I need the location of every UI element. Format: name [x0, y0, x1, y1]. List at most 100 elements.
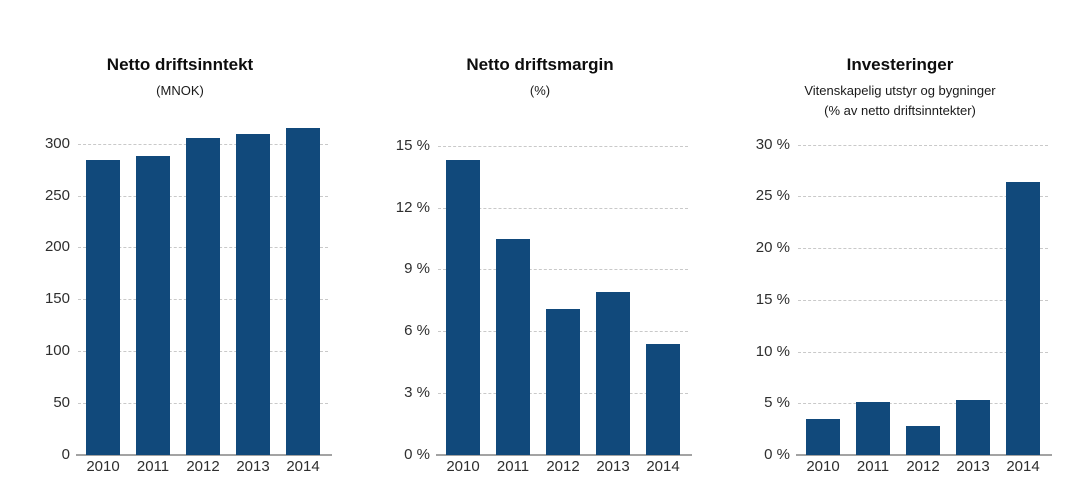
bar-2012 — [906, 426, 940, 455]
x-tick-label: 2013 — [236, 458, 270, 475]
y-tick-label: 300 — [44, 134, 70, 152]
x-tick-label-text: 2011 — [856, 458, 890, 475]
chart-y-axis-labels: 0 50 100 150 200 250 300 — [0, 124, 70, 463]
x-tick-label-text: 2012 — [906, 458, 940, 475]
bar-2011 — [136, 156, 170, 455]
chart-subtitle-line: (%) — [529, 83, 551, 98]
y-tick-label: 150 — [44, 290, 70, 308]
bar-2012 — [546, 308, 580, 455]
x-tick-label: 2014 — [646, 458, 680, 475]
chart-plot — [796, 124, 1052, 456]
x-tick-label-text: 2010 — [86, 458, 120, 475]
bar-2014 — [646, 343, 680, 455]
x-tick-label-text: 2010 — [446, 458, 480, 475]
chart-panel-3: Investeringer Vitenskapelig utstyr og by… — [720, 0, 1080, 501]
y-tick-label: 6 % — [404, 322, 430, 340]
bar-2013 — [596, 292, 630, 455]
chart-plot — [76, 124, 332, 456]
y-tick-label: 0 — [61, 446, 70, 463]
gridline — [798, 196, 1048, 198]
x-tick-label-text: 2014 — [646, 458, 680, 475]
chart-bars — [78, 124, 328, 455]
gridline — [438, 145, 688, 147]
x-tick-label: 2011 — [496, 458, 530, 475]
chart-subtitle: (MNOK) — [0, 81, 360, 101]
chart-subtitle-line: Vitenskapelig utstyr og bygninger — [804, 83, 996, 98]
y-tick-label: 250 — [44, 186, 70, 204]
chart-subtitle: Vitenskapelig utstyr og bygninger (% av n… — [720, 81, 1080, 121]
y-tick-label: 0 % — [404, 446, 430, 463]
chart-x-axis-labels: 2010 2011 2012 2013 2014 — [438, 458, 688, 475]
x-tick-label-text: 2012 — [546, 458, 580, 475]
y-tick-label: 5 % — [764, 394, 790, 412]
chart-title: Netto driftsmargin — [466, 55, 614, 74]
y-tick-label: 50 — [53, 394, 70, 412]
gridline — [798, 351, 1048, 353]
x-tick-label: 2010 — [806, 458, 840, 475]
y-tick-label: 10 % — [755, 342, 790, 360]
x-tick-label: 2010 — [86, 458, 120, 475]
x-tick-label: 2012 — [546, 458, 580, 475]
x-tick-label-text: 2014 — [1006, 458, 1040, 475]
gridline — [798, 299, 1048, 301]
x-tick-label-text: 2010 — [806, 458, 840, 475]
chart-panel-1: Netto driftsinntekt (MNOK) 0 50 100 150 200 2… — [0, 0, 360, 501]
bar-2011 — [496, 238, 530, 455]
y-tick-label: 30 % — [755, 135, 790, 153]
chart-title: Investeringer — [846, 55, 954, 74]
bar-2013 — [956, 400, 990, 455]
x-tick-label: 2014 — [286, 458, 320, 475]
y-tick-label: 25 % — [755, 187, 790, 205]
chart-panel-2: Netto driftsmargin (%) 0 % 3 % 6 % 9 % 12 % 1… — [360, 0, 720, 501]
bar-2012 — [186, 137, 220, 455]
chart-y-axis-labels: 0 % 3 % 6 % 9 % 12 % 15 % — [360, 124, 430, 463]
chart-x-axis-labels: 2010 2011 2012 2013 2014 — [798, 458, 1048, 475]
chart-subtitle-line: (% av netto driftsinntekter) — [824, 103, 976, 118]
y-tick-label: 15 % — [395, 136, 430, 154]
bar-2010 — [446, 160, 480, 455]
x-axis-line — [436, 454, 692, 456]
gridline — [438, 269, 688, 271]
x-tick-label: 2013 — [956, 458, 990, 475]
gridline — [798, 403, 1048, 405]
y-tick-label: 9 % — [404, 260, 430, 278]
bar-2014 — [1006, 181, 1040, 455]
x-tick-label: 2013 — [596, 458, 630, 475]
x-tick-label-text: 2013 — [236, 458, 270, 475]
y-tick-label: 12 % — [395, 198, 430, 216]
chart-plot — [436, 124, 692, 456]
chart-title: Netto driftsinntekt — [106, 55, 254, 74]
gridline — [438, 207, 688, 209]
y-tick-label: 3 % — [404, 384, 430, 402]
bar-2013 — [236, 134, 270, 455]
x-tick-label-text: 2014 — [286, 458, 320, 475]
chart-bars — [438, 124, 688, 455]
x-tick-label-text: 2011 — [136, 458, 170, 475]
chart-subtitle-line: (MNOK) — [156, 83, 204, 98]
chart-y-axis-labels: 0 % 5 % 10 % 15 % 20 % 25 % 30 % — [720, 124, 790, 463]
x-tick-label: 2011 — [136, 458, 170, 475]
x-tick-label-text: 2013 — [596, 458, 630, 475]
chart-bars — [798, 124, 1048, 455]
x-tick-label: 2011 — [856, 458, 890, 475]
x-tick-label: 2012 — [186, 458, 220, 475]
chart-x-axis-labels: 2010 2011 2012 2013 2014 — [78, 458, 328, 475]
bar-2010 — [86, 160, 120, 455]
bar-2011 — [856, 402, 890, 455]
bar-2014 — [286, 128, 320, 455]
x-axis-line — [796, 454, 1052, 456]
x-tick-label-text: 2012 — [186, 458, 220, 475]
chart-subtitle: (%) — [360, 81, 720, 101]
y-tick-label: 20 % — [755, 239, 790, 257]
x-tick-label-text: 2011 — [496, 458, 530, 475]
y-tick-label: 0 % — [764, 446, 790, 463]
x-axis-line — [76, 454, 332, 456]
x-tick-label: 2014 — [1006, 458, 1040, 475]
bar-2010 — [806, 418, 840, 455]
x-tick-label-text: 2013 — [956, 458, 990, 475]
gridline — [798, 144, 1048, 146]
y-tick-label: 15 % — [755, 290, 790, 308]
x-tick-label: 2010 — [446, 458, 480, 475]
